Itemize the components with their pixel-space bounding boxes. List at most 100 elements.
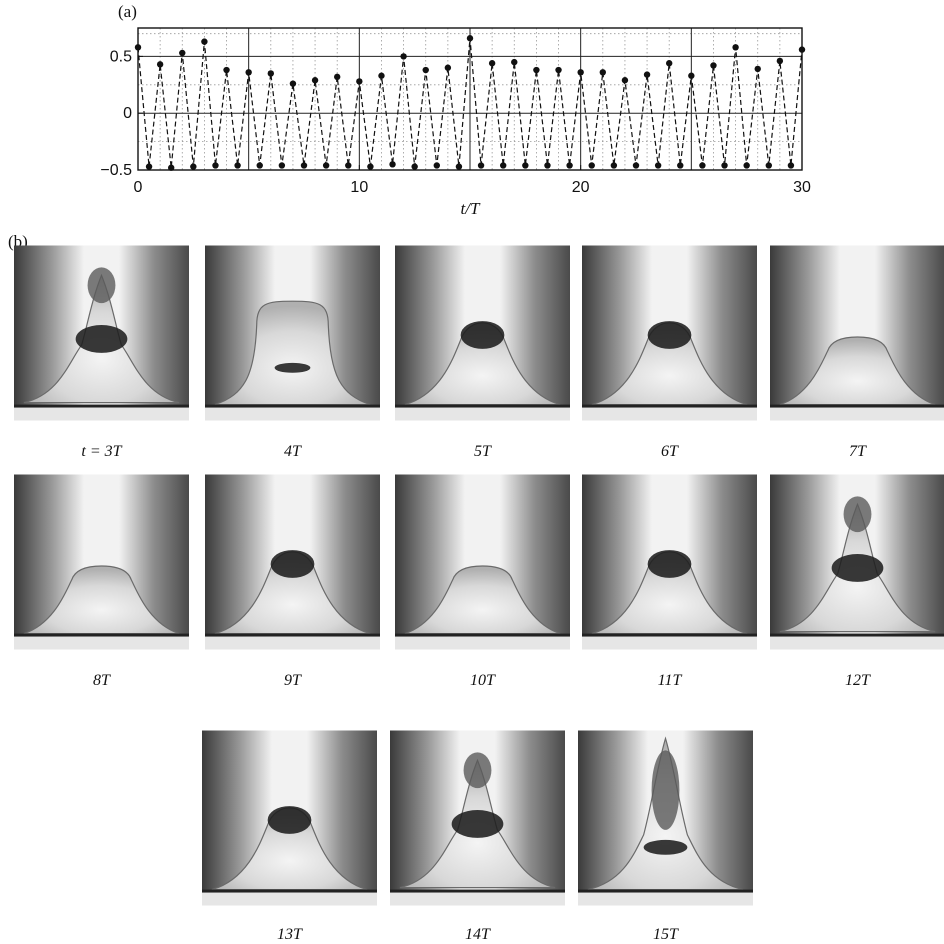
data-point <box>666 60 673 67</box>
droplet-image <box>202 730 377 906</box>
droplet-tip <box>651 750 680 830</box>
droplet <box>214 300 371 406</box>
plate <box>205 636 380 650</box>
data-point <box>212 162 219 169</box>
plate <box>578 892 753 906</box>
y-tick-label: 0.5 <box>110 48 132 65</box>
data-point <box>654 162 662 169</box>
plate <box>202 892 377 906</box>
data-point <box>577 69 584 76</box>
data-point <box>433 162 440 169</box>
droplet-image <box>205 245 380 421</box>
plate-edge <box>582 633 757 637</box>
data-point <box>289 80 297 87</box>
data-point <box>488 60 496 67</box>
plate-edge <box>14 404 189 408</box>
frame-caption: t = 3T <box>81 443 122 460</box>
droplet-image <box>395 245 570 421</box>
plate-edge <box>578 889 753 893</box>
data-point <box>300 162 308 169</box>
plate <box>205 407 380 421</box>
data-point <box>721 162 728 169</box>
data-point <box>522 162 529 169</box>
data-point <box>466 35 474 42</box>
grid <box>138 28 802 170</box>
data-point <box>322 162 330 169</box>
data-point <box>798 46 806 53</box>
data-point <box>378 72 385 79</box>
plate-edge <box>205 404 380 408</box>
data-point <box>699 162 706 169</box>
data-point <box>179 49 186 57</box>
data-point <box>145 163 153 170</box>
data-point <box>555 66 562 74</box>
plate-edge <box>395 633 570 637</box>
data-point <box>256 162 263 169</box>
data-point <box>533 66 540 74</box>
data-point <box>223 66 230 74</box>
y-tick-label: −0.5 <box>100 162 132 179</box>
droplet <box>404 565 561 635</box>
data-point <box>477 162 485 169</box>
x-tick-label: 20 <box>572 179 590 196</box>
frame-caption: 12T <box>845 672 870 689</box>
oscillation-chart: 0 10 20 30−0.500.5t/T <box>100 27 811 218</box>
plate <box>395 636 570 650</box>
data-point <box>511 58 518 66</box>
plate <box>14 636 189 650</box>
droplet <box>23 565 180 635</box>
data-point <box>588 162 595 169</box>
data-point <box>765 162 772 169</box>
data-point <box>345 162 352 169</box>
droplet-core <box>647 550 692 578</box>
frame-caption: 8T <box>93 672 110 689</box>
data-point <box>400 53 407 60</box>
data-point <box>444 64 452 71</box>
photo-frame <box>395 245 570 421</box>
photo-frame <box>770 474 944 650</box>
data-point <box>134 44 142 51</box>
data-point <box>455 163 463 170</box>
data-point <box>599 69 606 76</box>
droplet-image <box>14 474 189 650</box>
data-point <box>334 73 341 81</box>
photo-frame <box>395 474 570 650</box>
droplet-core <box>75 325 128 353</box>
data-point <box>389 161 396 168</box>
data-point <box>367 163 374 170</box>
data-point <box>732 44 739 51</box>
y-tick-label: 0 <box>123 105 132 122</box>
plate-edge <box>770 633 944 637</box>
x-axis-label: t/T <box>461 199 481 218</box>
droplet-core <box>270 550 315 578</box>
droplet-image <box>582 245 757 421</box>
droplet-image <box>770 474 944 650</box>
photo-frame <box>578 730 753 906</box>
frame-caption: 11T <box>657 672 682 689</box>
panel-a-label: (a) <box>118 2 137 21</box>
droplet-image <box>205 474 380 650</box>
droplet-core <box>831 554 884 582</box>
frame-caption: 13T <box>277 926 302 943</box>
data-point <box>621 77 629 84</box>
data-point <box>500 162 507 169</box>
plate <box>395 407 570 421</box>
droplet <box>779 336 936 406</box>
droplet-tip <box>463 752 492 789</box>
data-point <box>610 162 618 169</box>
data-point <box>710 62 717 69</box>
data-point <box>245 69 252 76</box>
photo-frame <box>390 730 565 906</box>
droplet-core <box>647 321 692 349</box>
photo-frame <box>582 245 757 421</box>
data-point <box>677 162 684 169</box>
frame-caption: 9T <box>284 672 301 689</box>
data-point <box>168 164 175 171</box>
data-point <box>632 162 640 169</box>
droplet-core <box>643 839 688 855</box>
data-point <box>267 70 274 77</box>
photo-frame <box>205 474 380 650</box>
data-point <box>201 38 208 45</box>
droplet-image <box>582 474 757 650</box>
photo-frame <box>14 245 189 421</box>
